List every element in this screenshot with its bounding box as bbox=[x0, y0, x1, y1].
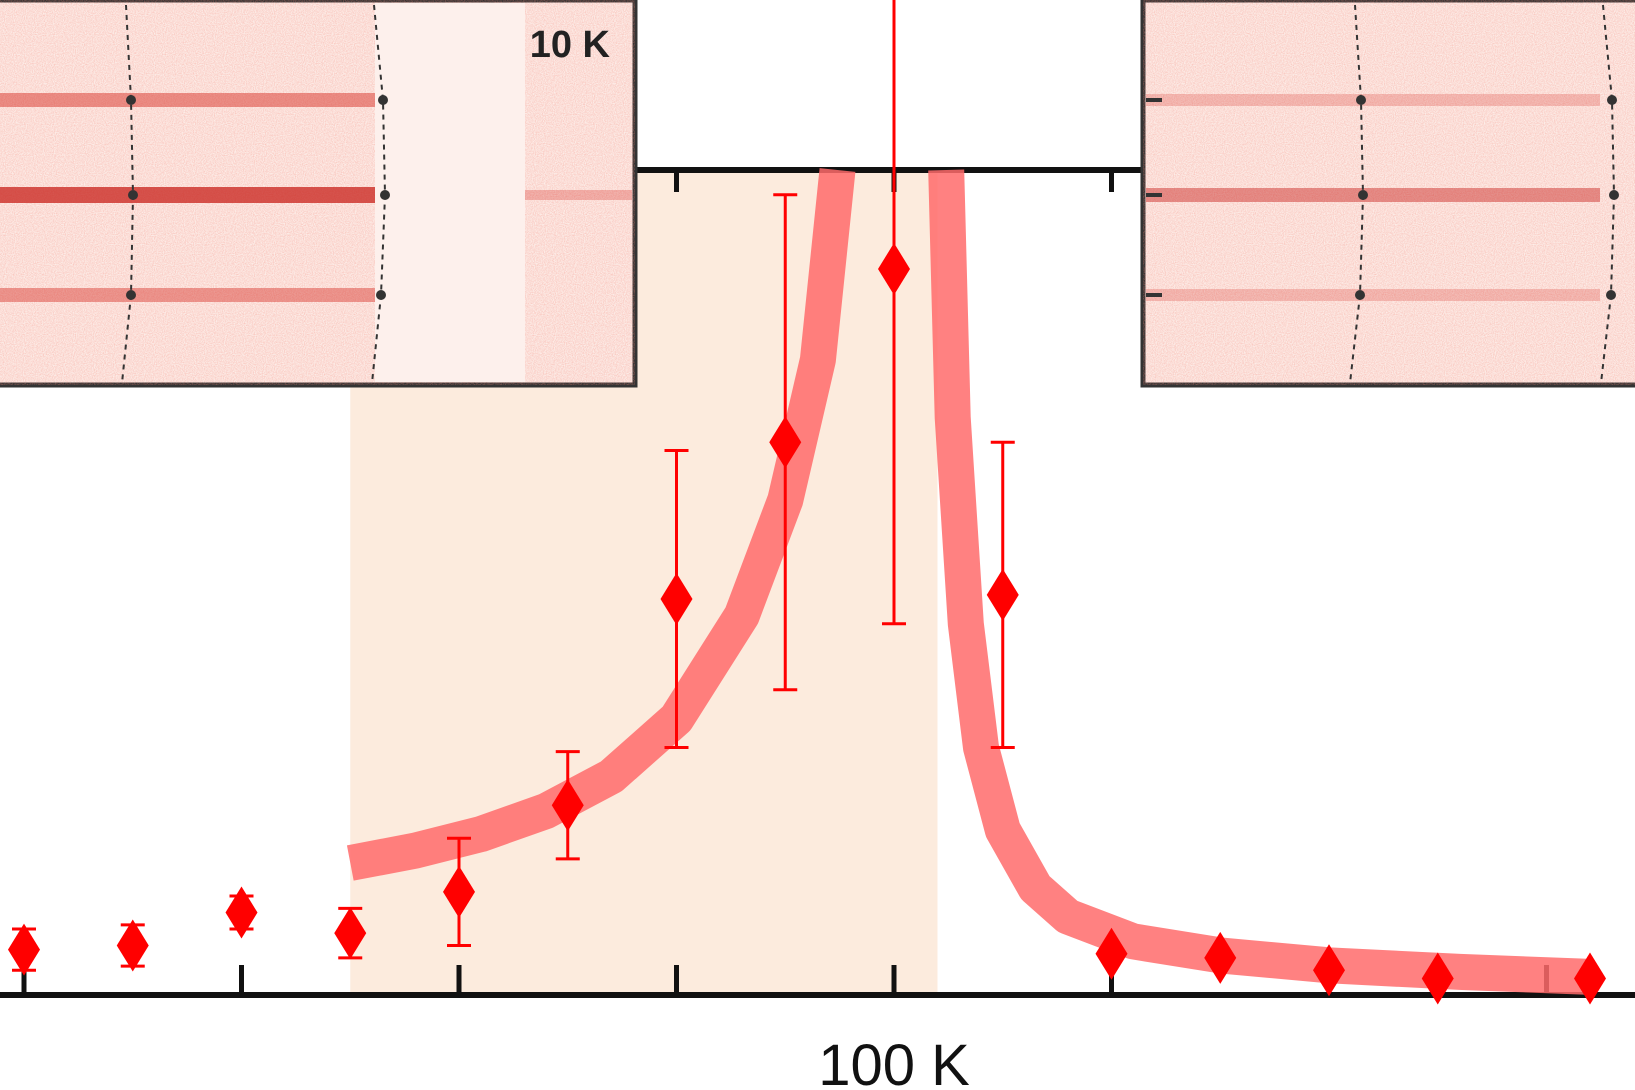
inset-left-streaks bbox=[0, 93, 632, 302]
diamond-marker bbox=[1095, 927, 1128, 980]
diamond-marker bbox=[551, 779, 584, 832]
diamond-marker bbox=[1574, 952, 1606, 1005]
data-point bbox=[116, 919, 149, 972]
inset-right bbox=[1140, 0, 1635, 388]
inset-right-noise bbox=[1143, 0, 1635, 385]
dot bbox=[1356, 95, 1366, 105]
data-point bbox=[8, 923, 40, 976]
dot bbox=[1606, 290, 1616, 300]
fit-curves bbox=[346, 168, 1591, 995]
diamond-marker bbox=[769, 416, 802, 469]
dot bbox=[380, 190, 390, 200]
diamond-marker bbox=[660, 573, 693, 625]
data-point bbox=[1313, 944, 1345, 997]
data-point bbox=[878, 0, 910, 626]
x-tick-label: 100 K bbox=[818, 1033, 970, 1090]
dot bbox=[126, 95, 136, 105]
inset-left-dots bbox=[126, 95, 390, 300]
dot bbox=[376, 290, 386, 300]
data-point bbox=[769, 193, 802, 692]
dot bbox=[1355, 290, 1365, 300]
inset-right-streaks bbox=[1146, 94, 1600, 301]
dot bbox=[378, 95, 388, 105]
fit-curve bbox=[346, 168, 856, 881]
dot bbox=[128, 190, 138, 200]
data-point bbox=[443, 836, 475, 947]
data-point bbox=[225, 886, 258, 939]
inset-left-gap-band bbox=[375, 3, 525, 382]
inset-right-dots bbox=[1355, 95, 1619, 300]
inset-left: 10 K bbox=[0, 0, 638, 388]
diamond-marker bbox=[334, 907, 367, 960]
data-points bbox=[8, 0, 1606, 1005]
data-point bbox=[551, 750, 584, 861]
data-point bbox=[1204, 931, 1237, 984]
diamond-marker bbox=[116, 919, 149, 972]
dot bbox=[1358, 190, 1368, 200]
diamond-marker bbox=[986, 568, 1019, 621]
diamond-marker bbox=[225, 886, 258, 939]
data-point bbox=[660, 449, 693, 749]
inset-right-ticks bbox=[1146, 98, 1162, 297]
diamond-marker bbox=[878, 243, 910, 295]
diamond-marker bbox=[1204, 931, 1237, 984]
data-point bbox=[1421, 952, 1454, 1005]
x-tick-labels: 100 K bbox=[818, 1033, 970, 1090]
diamond-marker bbox=[1421, 952, 1454, 1005]
diamond-marker bbox=[1313, 944, 1345, 997]
inset-left-label: 10 K bbox=[530, 24, 611, 66]
axes bbox=[0, 167, 1635, 998]
data-point bbox=[1574, 952, 1606, 1005]
data-point bbox=[334, 906, 367, 960]
diamond-marker bbox=[8, 923, 40, 976]
diamond-marker bbox=[443, 865, 475, 918]
data-point bbox=[986, 440, 1019, 749]
fit-curve bbox=[928, 169, 1591, 995]
data-point bbox=[1095, 927, 1128, 980]
dot bbox=[1607, 95, 1617, 105]
dot bbox=[1609, 190, 1619, 200]
dot bbox=[126, 290, 136, 300]
